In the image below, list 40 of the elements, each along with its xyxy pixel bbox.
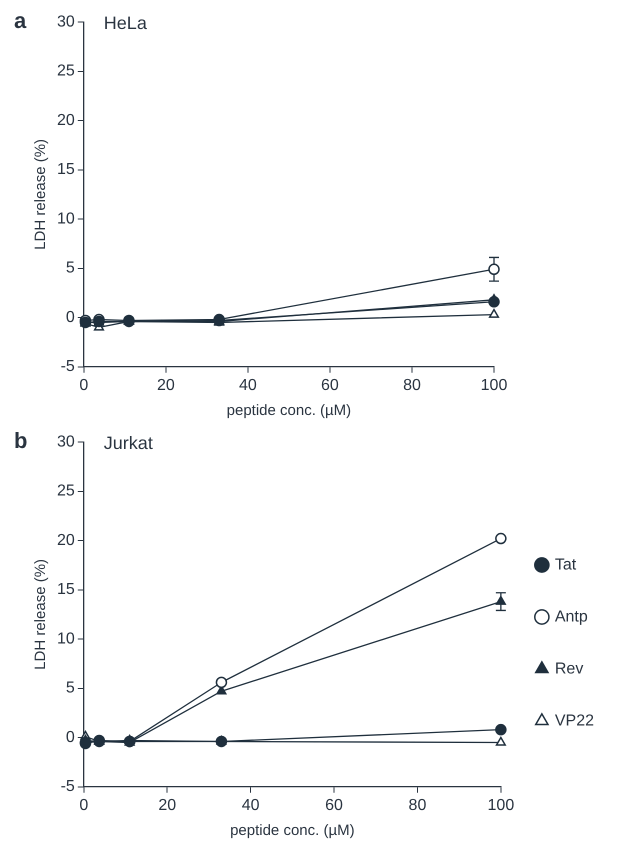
y-tick-label: 20 — [57, 112, 75, 129]
y-tick-label: -5 — [60, 778, 75, 796]
legend-label: VP22 — [554, 712, 594, 730]
x-tick-label: 100 — [488, 796, 514, 814]
y-tick-label: 5 — [66, 260, 75, 277]
y-tick-label: -5 — [60, 358, 75, 376]
x-axis-title: peptide conc. (µM) — [226, 402, 352, 420]
y-tick-label: 25 — [57, 62, 75, 80]
x-tick-label: 40 — [238, 376, 257, 394]
legend-label: Tat — [554, 556, 577, 574]
x-tick-label: 20 — [158, 796, 176, 814]
chart-title: Jurkat — [104, 432, 153, 453]
x-tick-label: 0 — [79, 796, 88, 814]
text: b — [14, 428, 28, 454]
x-tick-label: 100 — [480, 376, 508, 394]
x-tick-label: 80 — [403, 376, 421, 394]
x-tick-label: 0 — [79, 376, 88, 394]
y-tick-label: 15 — [57, 581, 75, 598]
y-tick-label: 10 — [57, 630, 75, 648]
x-axis-title: peptide conc. (µM) — [230, 822, 355, 840]
x-tick-label: 80 — [408, 796, 426, 814]
y-axis-title: LDH release (%) — [32, 558, 50, 670]
y-axis-title: LDH release (%) — [32, 138, 50, 250]
y-tick-label: 30 — [57, 13, 75, 30]
x-tick-label: 20 — [156, 376, 175, 394]
text: a — [14, 8, 27, 34]
x-tick-label: 40 — [242, 796, 260, 814]
chart-title: HeLa — [104, 12, 148, 33]
y-tick-label: 30 — [57, 433, 75, 450]
y-tick-label: 15 — [57, 161, 75, 178]
x-tick-label: 60 — [325, 796, 344, 814]
legend-label: Rev — [554, 660, 584, 678]
y-tick-label: 0 — [66, 308, 75, 326]
y-tick-label: 25 — [57, 482, 75, 500]
y-tick-label: 5 — [66, 680, 75, 697]
x-tick-label: 60 — [321, 376, 339, 394]
y-tick-label: 20 — [57, 532, 75, 549]
y-tick-label: 10 — [57, 210, 75, 228]
legend-label: Antp — [554, 608, 588, 626]
y-tick-label: 0 — [66, 728, 75, 746]
